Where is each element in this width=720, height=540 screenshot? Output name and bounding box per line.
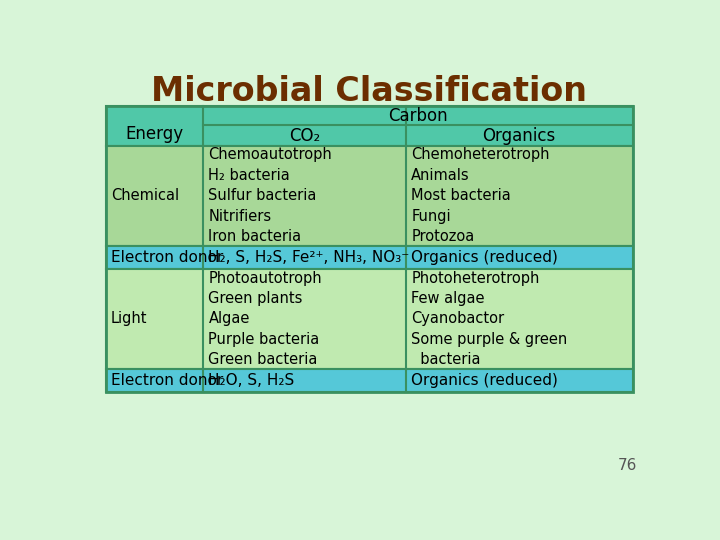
Bar <box>106 146 632 246</box>
Text: Energy: Energy <box>125 125 184 144</box>
Text: CO₂: CO₂ <box>289 127 320 145</box>
Text: Light: Light <box>111 312 148 326</box>
Text: Organics (reduced): Organics (reduced) <box>411 250 558 265</box>
Bar <box>106 106 632 392</box>
Text: Organics (reduced): Organics (reduced) <box>411 373 558 388</box>
Text: Electron donor: Electron donor <box>111 250 223 265</box>
Text: H₂, S, H₂S, Fe²⁺, NH₃, NO₃⁻: H₂, S, H₂S, Fe²⁺, NH₃, NO₃⁻ <box>208 250 410 265</box>
Bar <box>106 269 632 369</box>
Text: Chemoautotroph
H₂ bacteria
Sulfur bacteria
Nitrifiers
Iron bacteria: Chemoautotroph H₂ bacteria Sulfur bacter… <box>208 147 332 244</box>
Text: Organics: Organics <box>482 127 556 145</box>
Bar <box>106 369 632 392</box>
Text: H₂O, S, H₂S: H₂O, S, H₂S <box>208 373 294 388</box>
Text: Photoheterotroph
Few algae
Cyanobactor
Some purple & green
  bacteria: Photoheterotroph Few algae Cyanobactor S… <box>411 271 567 367</box>
Text: Electron donor: Electron donor <box>111 373 223 388</box>
Text: Chemical: Chemical <box>111 188 179 203</box>
Text: Carbon: Carbon <box>388 107 448 125</box>
Text: Chemoheterotroph
Animals
Most bacteria
Fungi
Protozoa: Chemoheterotroph Animals Most bacteria F… <box>411 147 550 244</box>
Text: 76: 76 <box>618 458 637 473</box>
Bar <box>106 106 632 146</box>
Bar <box>106 246 632 269</box>
Text: Microbial Classification: Microbial Classification <box>151 75 587 108</box>
Text: Photoautotroph
Green plants
Algae
Purple bacteria
Green bacteria: Photoautotroph Green plants Algae Purple… <box>208 271 322 367</box>
